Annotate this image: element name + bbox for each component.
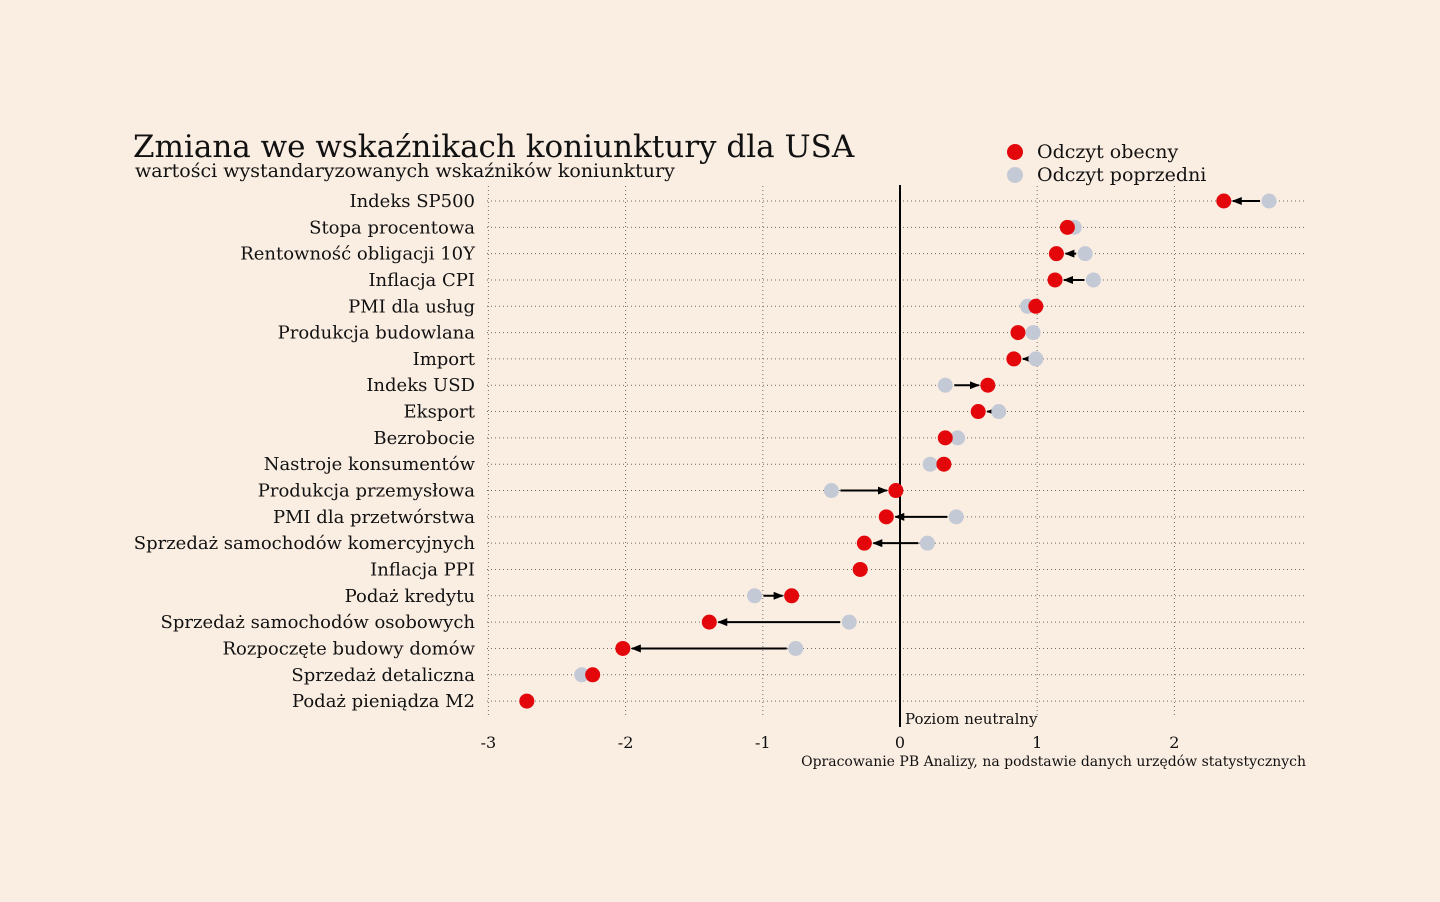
previous-point <box>919 535 935 551</box>
current-point <box>980 377 996 393</box>
current-point <box>1047 272 1063 288</box>
previous-point <box>1025 325 1041 341</box>
x-tick-label: -1 <box>755 733 771 752</box>
current-point <box>888 483 904 499</box>
category-label: Podaż pieniądza M2 <box>292 691 475 712</box>
previous-point <box>1028 351 1044 367</box>
category-label: PMI dla przetwórstwa <box>273 507 475 528</box>
legend-previous-marker <box>1007 167 1023 183</box>
x-tick-label: -3 <box>481 733 497 752</box>
current-point <box>1059 219 1075 235</box>
current-point <box>1048 246 1064 262</box>
current-point <box>585 667 601 683</box>
category-label: Sprzedaż samochodów osobowych <box>161 612 476 633</box>
current-point <box>878 509 894 525</box>
category-label: Sprzedaż samochodów komercyjnych <box>134 533 476 554</box>
source-note: Opracowanie PB Analizy, na podstawie dan… <box>801 754 1306 770</box>
x-tick-label: 1 <box>1032 733 1042 752</box>
grid-lines <box>487 186 1306 715</box>
previous-point <box>950 430 966 446</box>
previous-point <box>937 377 953 393</box>
previous-point <box>1261 193 1277 209</box>
current-point <box>615 640 631 656</box>
category-label: Podaż kredytu <box>345 586 475 607</box>
current-point <box>1010 325 1026 341</box>
category-label: Inflacja CPI <box>368 270 475 291</box>
current-point <box>1006 351 1022 367</box>
category-label: Rentowność obligacji 10Y <box>240 244 476 265</box>
category-label: Produkcja budowlana <box>278 323 476 344</box>
category-label: Bezrobocie <box>373 428 475 449</box>
previous-point <box>1077 246 1093 262</box>
current-point <box>937 430 953 446</box>
current-point <box>970 404 986 420</box>
category-label: Indeks USD <box>366 375 475 396</box>
legend: Odczyt obecny Odczyt poprzedni <box>1007 141 1206 186</box>
category-label: Rozpoczęte budowy domów <box>222 638 475 659</box>
data-rows: Indeks SP500 Stopa procentowa Rentowność o… <box>134 191 1277 712</box>
x-tick-label: -2 <box>618 733 634 752</box>
previous-point <box>1085 272 1101 288</box>
previous-point <box>747 588 763 604</box>
previous-point <box>823 483 839 499</box>
x-tick-label: 2 <box>1169 733 1179 752</box>
category-label: Produkcja przemysłowa <box>258 481 476 502</box>
category-label: Inflacja PPI <box>370 559 475 580</box>
previous-point <box>574 667 590 683</box>
current-point <box>784 588 800 604</box>
previous-point <box>948 509 964 525</box>
previous-point <box>922 456 938 472</box>
category-label: PMI dla usług <box>348 296 475 317</box>
chart-title: Zmiana we wskaźnikach koniunktury dla US… <box>133 129 855 165</box>
category-label: Stopa procentowa <box>309 217 475 238</box>
current-point <box>852 561 868 577</box>
legend-previous-label: Odczyt poprzedni <box>1037 164 1206 186</box>
legend-current-label: Odczyt obecny <box>1037 141 1179 163</box>
current-point <box>519 693 535 709</box>
current-point <box>701 614 717 630</box>
current-point <box>1028 298 1044 314</box>
legend-current-marker <box>1007 144 1023 160</box>
category-label: Sprzedaż detaliczna <box>291 665 475 686</box>
category-label: Eksport <box>404 402 476 423</box>
current-point <box>1216 193 1232 209</box>
x-tick-label: 0 <box>895 733 905 752</box>
category-label: Nastroje konsumentów <box>264 454 476 475</box>
category-label: Indeks SP500 <box>349 191 475 212</box>
current-point <box>856 535 872 551</box>
neutral-level-label: Poziom neutralny <box>905 710 1038 728</box>
current-point <box>936 456 952 472</box>
previous-point <box>841 614 857 630</box>
chart-subtitle: wartości wystandaryzowanych wskaźników k… <box>135 160 675 182</box>
previous-point <box>991 404 1007 420</box>
x-axis-ticks: -3 -2 -1 0 1 2 <box>481 733 1180 752</box>
category-label: Import <box>413 349 476 370</box>
previous-point <box>788 640 804 656</box>
